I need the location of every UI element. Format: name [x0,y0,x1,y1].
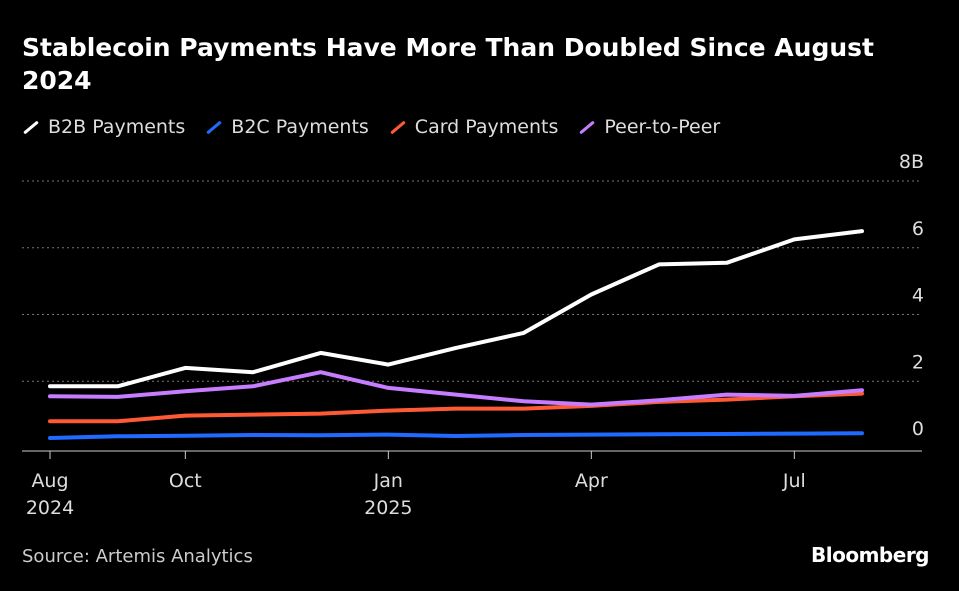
legend-label-card: Card Payments [414,116,559,138]
x-tick-label-aug: Aug [31,470,68,492]
legend-label-p2p: Peer-to-Peer [604,116,721,138]
chart-title: Stablecoin Payments Have More Than Doubl… [22,33,874,95]
series-line-b2c-payments [48,431,864,440]
legend-label-b2c: B2C Payments [231,116,369,138]
series-line-b2b-payments [48,229,864,389]
y-tick-label-4: 4 [912,285,924,307]
y-tick-label-8: 8B [899,151,924,173]
chart-legend: B2B Payments B2C Payments Card Payments … [22,116,720,138]
bloomberg-logo: Bloomberg [811,543,929,567]
x-tick-label-apr: Apr [575,470,608,492]
x-tick-label-jan: Jan [373,470,403,492]
y-tick-label-2: 2 [912,351,924,373]
x-tick-year-2025: 2025 [364,497,412,519]
legend-item-b2c: B2C Payments [205,116,369,138]
y-tick-label-6: 6 [912,218,924,240]
series-line-card-payments [48,391,864,424]
legend-item-b2b: B2B Payments [22,116,185,138]
x-tick-label-oct: Oct [169,470,202,492]
x-tick-year-2024: 2024 [26,497,74,519]
legend-item-p2p: Peer-to-Peer [578,116,720,138]
source-note: Source: Artemis Analytics [22,546,253,567]
y-tick-label-0: 0 [912,418,924,440]
legend-item-card: Card Payments [389,116,559,138]
x-tick-label-jul: Jul [782,470,806,492]
legend-label-b2b: B2B Payments [48,116,186,138]
series-line-peer-to-peer [48,370,864,407]
